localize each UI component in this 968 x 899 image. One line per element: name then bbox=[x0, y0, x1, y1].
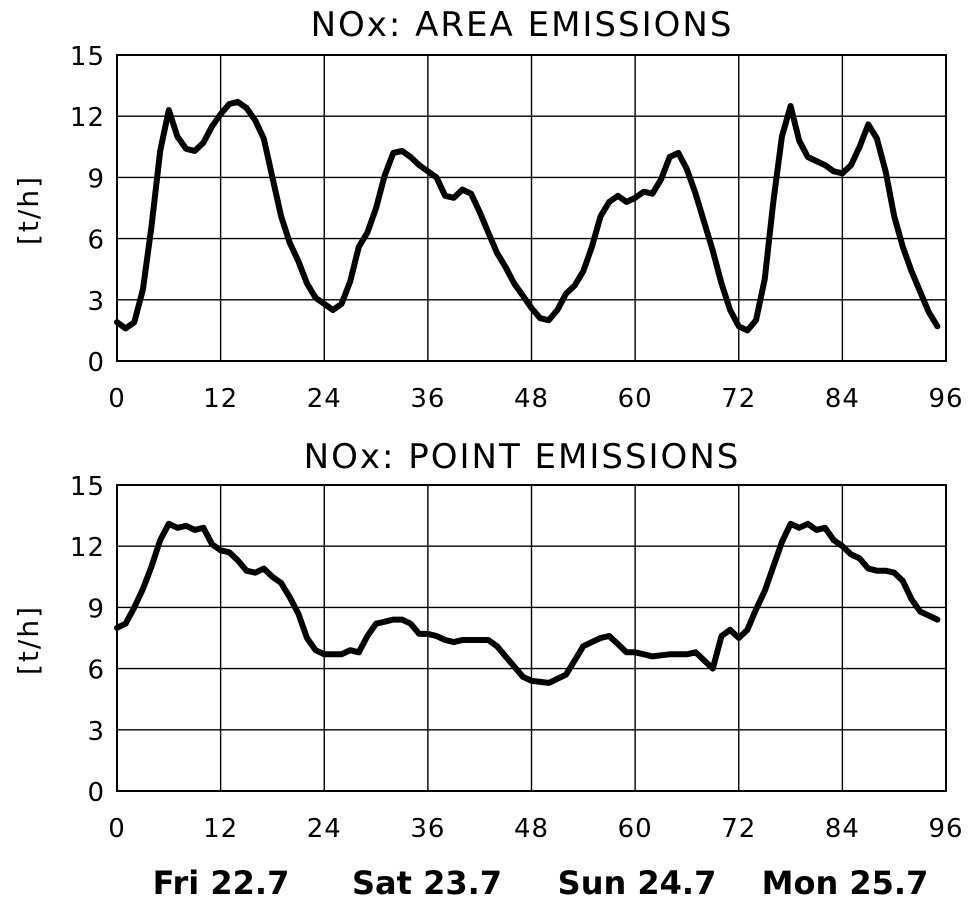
point-emissions-x-tick-72: 72 bbox=[721, 814, 756, 844]
area-emissions-y-tick-15: 15 bbox=[70, 42, 105, 72]
area-emissions-y-ticks: 0 3 6 9 12 15 bbox=[70, 42, 105, 378]
point-emissions-y-tick-0: 0 bbox=[87, 778, 105, 808]
area-emissions-plot-frame bbox=[116, 54, 947, 362]
point-emissions-x-tick-36: 36 bbox=[410, 814, 445, 844]
area-emissions-y-tick-3: 3 bbox=[87, 287, 105, 317]
point-emissions-y-tick-9: 9 bbox=[87, 594, 105, 624]
point-emissions-x-tick-24: 24 bbox=[307, 814, 342, 844]
area-emissions-x-tick-72: 72 bbox=[721, 384, 756, 414]
area-emissions-x-tick-60: 60 bbox=[618, 384, 653, 414]
point-emissions-y-tick-15: 15 bbox=[70, 472, 105, 502]
area-emissions-x-tick-12: 12 bbox=[203, 384, 238, 414]
day-labels: Fri 22.7 Sat 23.7 Sun 24.7 Mon 25.7 bbox=[153, 864, 929, 899]
area-emissions-y-tick-6: 6 bbox=[87, 226, 105, 256]
area-emissions-x-tick-84: 84 bbox=[825, 384, 860, 414]
area-emissions-x-tick-36: 36 bbox=[410, 384, 445, 414]
point-emissions-x-tick-48: 48 bbox=[514, 814, 549, 844]
point-emissions-y-tick-12: 12 bbox=[70, 533, 105, 563]
point-emissions-x-tick-0: 0 bbox=[108, 814, 126, 844]
day-label-fri: Fri 22.7 bbox=[153, 864, 290, 899]
area-emissions-y-tick-12: 12 bbox=[70, 103, 105, 133]
area-emissions-x-tick-96: 96 bbox=[928, 384, 963, 414]
point-emissions-y-axis-label: [t/h] bbox=[12, 605, 45, 675]
point-emissions-y-tick-6: 6 bbox=[87, 656, 105, 686]
day-label-sat: Sat 23.7 bbox=[352, 864, 502, 899]
point-emissions-line bbox=[114, 520, 941, 686]
area-emissions-line bbox=[114, 98, 941, 334]
area-emissions-y-tick-0: 0 bbox=[87, 348, 105, 378]
area-emissions-x-tick-48: 48 bbox=[514, 384, 549, 414]
point-emissions-title: NOx: POINT EMISSIONS bbox=[304, 437, 741, 477]
area-emissions-y-tick-9: 9 bbox=[87, 164, 105, 194]
point-emissions-x-tick-12: 12 bbox=[203, 814, 238, 844]
area-emissions-title: NOx: AREA EMISSIONS bbox=[311, 5, 734, 45]
point-emissions-y-ticks: 0 3 6 9 12 15 bbox=[70, 472, 105, 808]
area-emissions-x-tick-24: 24 bbox=[307, 384, 342, 414]
area-emissions-x-tick-0: 0 bbox=[108, 384, 126, 414]
point-emissions-x-tick-60: 60 bbox=[618, 814, 653, 844]
point-emissions-x-ticks: 0 12 24 36 48 60 72 84 96 bbox=[108, 814, 963, 844]
day-label-sun: Sun 24.7 bbox=[558, 864, 717, 899]
area-emissions-y-axis-label: [t/h] bbox=[12, 175, 45, 245]
day-label-mon: Mon 25.7 bbox=[762, 864, 929, 899]
point-emissions-x-tick-84: 84 bbox=[825, 814, 860, 844]
point-emissions-plot-frame bbox=[116, 484, 947, 792]
area-emissions-x-ticks: 0 12 24 36 48 60 72 84 96 bbox=[108, 384, 963, 414]
point-emissions-x-tick-96: 96 bbox=[928, 814, 963, 844]
point-emissions-y-tick-3: 3 bbox=[87, 717, 105, 747]
